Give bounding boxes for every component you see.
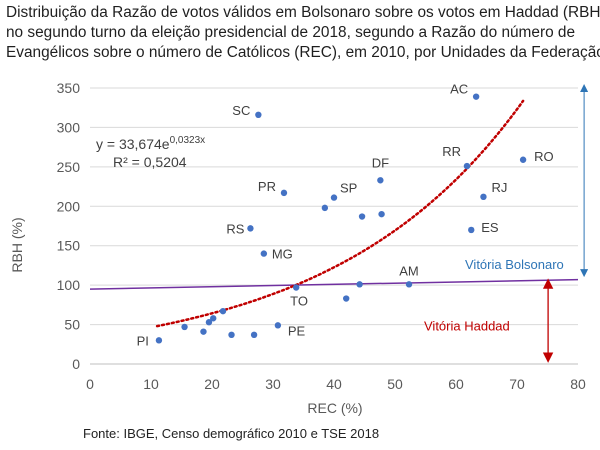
- data-point-3: [205, 319, 213, 326]
- data-point-rj: [480, 193, 487, 201]
- data-point-ac: [472, 93, 480, 100]
- trendline-layer: [155, 99, 525, 328]
- data-point-7: [250, 331, 258, 339]
- point-label-pr: PR: [258, 179, 276, 194]
- trend-r2: R² = 0,5204: [113, 154, 187, 170]
- x-tick-label-50: 50: [387, 376, 403, 392]
- data-point-pe: [274, 322, 282, 329]
- data-point-10: [343, 295, 350, 302]
- data-point-ro: [519, 156, 527, 163]
- data-point-2: [200, 328, 207, 335]
- y-tick-label-100: 100: [57, 277, 81, 293]
- y-tick-label-200: 200: [57, 198, 81, 214]
- data-point-4: [210, 315, 217, 322]
- y-tick-label-250: 250: [57, 159, 81, 175]
- trend-equation: y = 33,674e0,0323x: [96, 135, 205, 152]
- x-axis-title: REC (%): [307, 400, 362, 416]
- tick-labels: 0 50 100 150 200 250 300 350 0 10 20 30 40 50 60 70 80: [57, 80, 586, 392]
- title-line-2: no segundo turno da eleição presidencial…: [6, 24, 576, 41]
- point-label-sp: SP: [340, 181, 357, 196]
- data-point-rr: [463, 162, 471, 170]
- x-tick-label-60: 60: [448, 376, 464, 392]
- data-point-rs: [247, 225, 254, 232]
- data-point-17: [321, 204, 329, 212]
- chart-title: Distribuição da Razão de votos válidos e…: [6, 3, 600, 63]
- annotations: Vitória Bolsonaro Vitória Haddad: [424, 84, 589, 363]
- point-label-rr: RR: [442, 144, 461, 159]
- data-point-21: [378, 210, 385, 218]
- data-point-5: [219, 307, 227, 315]
- point-label-ac: AC: [450, 82, 468, 97]
- exponential-trendline: [155, 99, 525, 328]
- x-tick-label-40: 40: [326, 376, 342, 392]
- x-tick-label-30: 30: [265, 376, 281, 392]
- data-point-es: [468, 226, 475, 234]
- y-tick-label-150: 150: [57, 238, 81, 254]
- data-point-mg: [260, 250, 268, 257]
- x-tick-label-70: 70: [509, 376, 525, 392]
- data-point-am: [405, 281, 413, 288]
- label-vitoria-haddad: Vitória Haddad: [424, 318, 510, 333]
- point-label-rj: RJ: [491, 180, 507, 195]
- data-point-df: [377, 177, 384, 184]
- point-label-pi: PI: [137, 333, 149, 348]
- trend-equation-base: y = 33,674e: [96, 136, 170, 152]
- data-point-19: [358, 213, 366, 220]
- title-line-3: Evangélicos sobre o número de Católicos …: [6, 44, 600, 61]
- point-label-mg: MG: [272, 247, 293, 262]
- data-point-to: [292, 284, 300, 291]
- point-label-am: AM: [399, 263, 419, 278]
- point-label-es: ES: [481, 220, 499, 235]
- point-label-pe: PE: [288, 323, 306, 338]
- trend-equation-exponent: 0,0323x: [170, 135, 206, 146]
- data-point-sp: [330, 194, 338, 201]
- point-label-to: TO: [290, 294, 308, 309]
- y-axis-title: RBH (%): [9, 217, 25, 272]
- reference-line: [89, 278, 579, 290]
- y-tick-label-300: 300: [57, 119, 81, 135]
- data-point-6: [228, 331, 235, 339]
- x-tick-label-10: 10: [143, 376, 159, 392]
- source-note: Fonte: IBGE, Censo demográfico 2010 e TS…: [83, 426, 380, 441]
- point-label-rs: RS: [226, 221, 244, 236]
- point-label-sc: SC: [232, 103, 250, 118]
- data-point-sc: [255, 111, 262, 119]
- y-tick-label-0: 0: [72, 356, 80, 372]
- point-label-ro: RO: [534, 149, 554, 164]
- x-tick-label-80: 80: [570, 376, 586, 392]
- y-tick-label-350: 350: [57, 80, 81, 96]
- x-tick-label-0: 0: [86, 376, 94, 392]
- reference-line-layer: [89, 278, 579, 290]
- gridlines: [90, 87, 578, 365]
- point-label-df: DF: [372, 155, 389, 170]
- y-tick-label-50: 50: [64, 317, 80, 333]
- x-tick-label-20: 20: [204, 376, 220, 392]
- data-point-pr: [280, 189, 288, 197]
- data-point-1: [181, 323, 188, 331]
- label-vitoria-bolsonaro: Vitória Bolsonaro: [465, 257, 564, 272]
- data-point-pi: [155, 337, 163, 344]
- data-point-11: [356, 281, 363, 288]
- title-line-1: Distribuição da Razão de votos válidos e…: [6, 4, 600, 21]
- data-points: PI PE TO AM MG RS PR SC SP DF RR ES AC RJ RO: [137, 82, 554, 349]
